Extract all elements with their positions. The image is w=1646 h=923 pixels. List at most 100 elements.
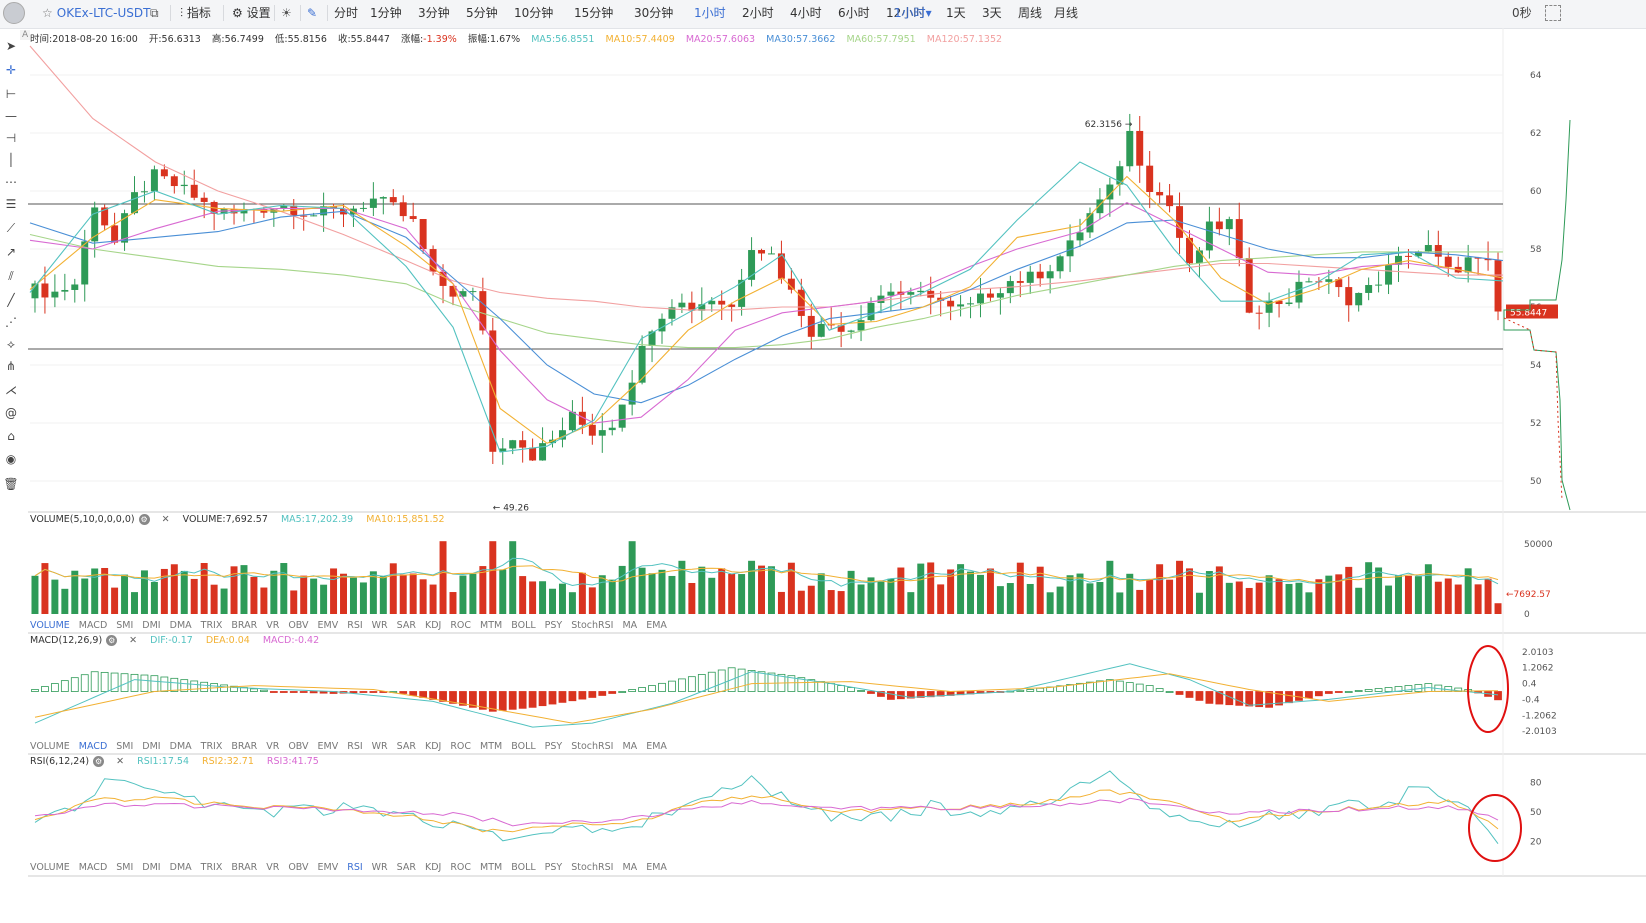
- trash-icon[interactable]: 🗑: [3, 477, 19, 491]
- fan-lines-icon[interactable]: ⋌: [5, 383, 17, 397]
- tab-dma[interactable]: DMA: [169, 862, 192, 873]
- eye-icon[interactable]: ◉: [5, 452, 17, 466]
- theme-toggle-icon[interactable]: ☀: [281, 6, 292, 20]
- tab-sar[interactable]: SAR: [396, 862, 416, 873]
- interval-5[interactable]: 15分钟: [574, 6, 614, 20]
- tab-volume[interactable]: VOLUME: [30, 862, 70, 873]
- tab-psy[interactable]: PSY: [544, 620, 563, 631]
- interval-3[interactable]: 5分钟: [466, 6, 498, 20]
- tab-smi[interactable]: SMI: [116, 741, 134, 752]
- tab-smi[interactable]: SMI: [116, 620, 134, 631]
- tab-macd[interactable]: MACD: [78, 741, 108, 752]
- pitchfork-icon[interactable]: ⋔: [5, 359, 17, 373]
- tab-stochrsi[interactable]: StochRSI: [571, 862, 614, 873]
- horizontal-line-icon[interactable]: —: [5, 109, 17, 123]
- tab-brar[interactable]: BRAR: [231, 862, 258, 873]
- tab-dma[interactable]: DMA: [169, 620, 192, 631]
- tab-smi[interactable]: SMI: [116, 862, 134, 873]
- channel-icon[interactable]: ⫽: [8, 269, 14, 283]
- tab-dma[interactable]: DMA: [169, 741, 192, 752]
- indicator-button[interactable]: ⫶ 指标: [180, 6, 211, 20]
- interval-6[interactable]: 30分钟: [634, 6, 674, 20]
- tab-dmi[interactable]: DMI: [142, 862, 161, 873]
- tab-vr[interactable]: VR: [266, 741, 280, 752]
- tab-emv[interactable]: EMV: [317, 620, 339, 631]
- tab-obv[interactable]: OBV: [288, 862, 309, 873]
- macd-close-icon[interactable]: ✕: [129, 635, 138, 646]
- arrow-line-icon[interactable]: ↗: [5, 245, 17, 259]
- interval-11[interactable]: 12小时: [886, 6, 926, 20]
- tab-kdj[interactable]: KDJ: [424, 741, 442, 752]
- popout-icon[interactable]: ⧉: [150, 6, 159, 20]
- tab-boll[interactable]: BOLL: [511, 620, 536, 631]
- vertical-line-icon[interactable]: │: [7, 153, 15, 167]
- interval-14[interactable]: 周线: [1018, 6, 1043, 20]
- settings-button[interactable]: ⚙ 设置: [232, 6, 271, 20]
- interval-8[interactable]: 2小时: [742, 6, 774, 20]
- symbol-selector[interactable]: ☆ OKEx-LTC-USDT: [36, 0, 156, 26]
- tab-ma[interactable]: MA: [622, 620, 638, 631]
- extended-line-icon[interactable]: ╱: [7, 293, 15, 307]
- tab-ema[interactable]: EMA: [646, 741, 667, 752]
- tab-wr[interactable]: WR: [371, 620, 388, 631]
- draw-pen-icon[interactable]: ✎: [307, 6, 318, 20]
- tab-sar[interactable]: SAR: [396, 620, 416, 631]
- tab-roc[interactable]: ROC: [450, 741, 472, 752]
- tab-vr[interactable]: VR: [266, 862, 280, 873]
- tab-trix[interactable]: TRIX: [200, 620, 223, 631]
- interval-9[interactable]: 4小时: [790, 6, 822, 20]
- tab-rsi[interactable]: RSI: [347, 620, 363, 631]
- tab-macd[interactable]: MACD: [78, 620, 108, 631]
- fullscreen-icon[interactable]: [1545, 5, 1561, 21]
- interval-1[interactable]: 1分钟: [370, 6, 402, 20]
- ray-line-icon[interactable]: ⊣: [5, 131, 17, 145]
- interval-12[interactable]: 1天: [946, 6, 966, 20]
- rsi-close-icon[interactable]: ✕: [116, 756, 125, 767]
- tab-wr[interactable]: WR: [371, 741, 388, 752]
- gann-icon[interactable]: ⟡: [7, 337, 15, 351]
- interval-15[interactable]: 月线: [1054, 6, 1079, 20]
- interval-2[interactable]: 3分钟: [418, 6, 450, 20]
- trend-line-icon[interactable]: ⟋: [6, 221, 16, 235]
- spiral-icon[interactable]: @: [5, 406, 17, 420]
- parallel-lines-icon[interactable]: ☰: [5, 197, 17, 211]
- tab-trix[interactable]: TRIX: [200, 741, 223, 752]
- tab-vr[interactable]: VR: [266, 620, 280, 631]
- tab-wr[interactable]: WR: [371, 862, 388, 873]
- tab-obv[interactable]: OBV: [288, 620, 309, 631]
- tab-macd[interactable]: MACD: [78, 862, 108, 873]
- magnet-icon[interactable]: ⌂: [7, 429, 15, 443]
- tab-volume[interactable]: VOLUME: [30, 741, 70, 752]
- tab-kdj[interactable]: KDJ: [424, 620, 442, 631]
- tab-mtm[interactable]: MTM: [480, 862, 503, 873]
- tab-boll[interactable]: BOLL: [511, 741, 536, 752]
- fib-fan-icon[interactable]: ⋰: [5, 315, 17, 329]
- macd-gear-icon[interactable]: ⚙: [106, 635, 118, 646]
- tab-stochrsi[interactable]: StochRSI: [571, 620, 614, 631]
- tab-psy[interactable]: PSY: [544, 741, 563, 752]
- tab-boll[interactable]: BOLL: [511, 862, 536, 873]
- cursor-icon[interactable]: ➤: [5, 39, 17, 53]
- tab-psy[interactable]: PSY: [544, 862, 563, 873]
- tab-emv[interactable]: EMV: [317, 862, 339, 873]
- tab-ema[interactable]: EMA: [646, 862, 667, 873]
- tab-mtm[interactable]: MTM: [480, 620, 503, 631]
- volume-gear-icon[interactable]: ⚙: [138, 514, 150, 525]
- interval-0[interactable]: 分时: [334, 6, 359, 20]
- tab-sar[interactable]: SAR: [396, 741, 416, 752]
- volume-close-icon[interactable]: ✕: [161, 514, 170, 525]
- tab-ma[interactable]: MA: [622, 741, 638, 752]
- tab-rsi[interactable]: RSI: [347, 741, 363, 752]
- tab-brar[interactable]: BRAR: [231, 741, 258, 752]
- tab-brar[interactable]: BRAR: [231, 620, 258, 631]
- tab-dmi[interactable]: DMI: [142, 620, 161, 631]
- interval-13[interactable]: 3天: [982, 6, 1002, 20]
- tab-roc[interactable]: ROC: [450, 620, 472, 631]
- tab-roc[interactable]: ROC: [450, 862, 472, 873]
- segment-line-icon[interactable]: ⊢: [5, 87, 17, 101]
- tab-rsi[interactable]: RSI: [347, 862, 363, 873]
- tab-volume[interactable]: VOLUME: [30, 620, 70, 631]
- tab-obv[interactable]: OBV: [288, 741, 309, 752]
- tab-ema[interactable]: EMA: [646, 620, 667, 631]
- tab-kdj[interactable]: KDJ: [424, 862, 442, 873]
